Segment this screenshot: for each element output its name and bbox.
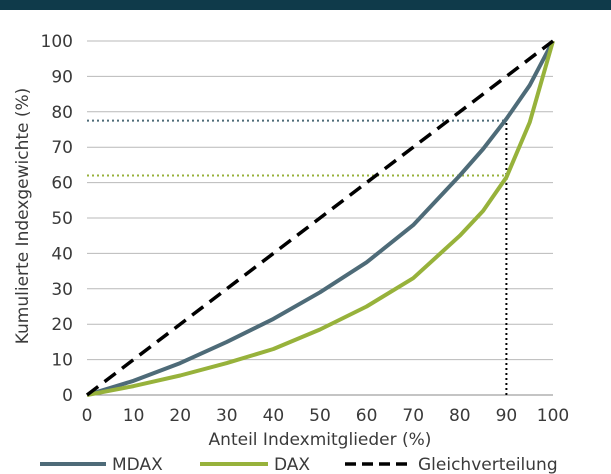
y-tick-label: 50	[51, 209, 73, 229]
header-bar	[0, 0, 611, 10]
x-tick-label: 10	[123, 406, 145, 426]
x-tick-label: 60	[356, 406, 378, 426]
series-lines	[85, 39, 555, 397]
x-tick-label: 40	[263, 406, 285, 426]
legend: MDAX DAX Gleichverteilung	[40, 455, 558, 474]
legend-label-gleichverteilung: Gleichverteilung	[418, 455, 558, 474]
x-tick-label: 100	[537, 406, 569, 426]
y-tick-label: 30	[51, 280, 73, 300]
y-tick-label: 0	[62, 386, 73, 406]
legend-label-dax: DAX	[274, 455, 310, 474]
series-line-mdax	[86, 40, 555, 397]
x-tick-label: 20	[169, 406, 191, 426]
x-tick-label: 30	[216, 406, 238, 426]
legend-label-mdax: MDAX	[112, 455, 163, 474]
x-tick-label: 70	[402, 406, 424, 426]
series-line-gleichverteilung	[85, 39, 555, 397]
x-tick-labels: 0 10 20 30 40 50 60 70 80 90 100	[82, 406, 570, 426]
x-tick-label: 0	[82, 406, 93, 426]
y-tick-label: 80	[51, 103, 73, 123]
y-tick-label: 70	[51, 138, 73, 158]
y-tick-label: 60	[51, 174, 73, 194]
x-tick-label: 50	[309, 406, 331, 426]
gridlines	[87, 40, 553, 396]
x-axis-title: Anteil Indexmitglieder (%)	[209, 430, 432, 450]
y-axis-title: Kumulierte Indexgewichte (%)	[13, 88, 33, 345]
y-tick-label: 20	[51, 315, 73, 335]
y-tick-label: 10	[51, 351, 73, 371]
y-tick-label: 40	[51, 244, 73, 264]
x-tick-label: 80	[449, 406, 471, 426]
y-tick-label: 90	[51, 67, 73, 87]
y-tick-label: 100	[41, 32, 73, 52]
series-line-dax	[86, 40, 555, 397]
x-tick-label: 90	[496, 406, 518, 426]
reference-lines	[87, 118, 508, 395]
y-tick-labels: 0 10 20 30 40 50 60 70 80 90 100	[41, 32, 73, 406]
